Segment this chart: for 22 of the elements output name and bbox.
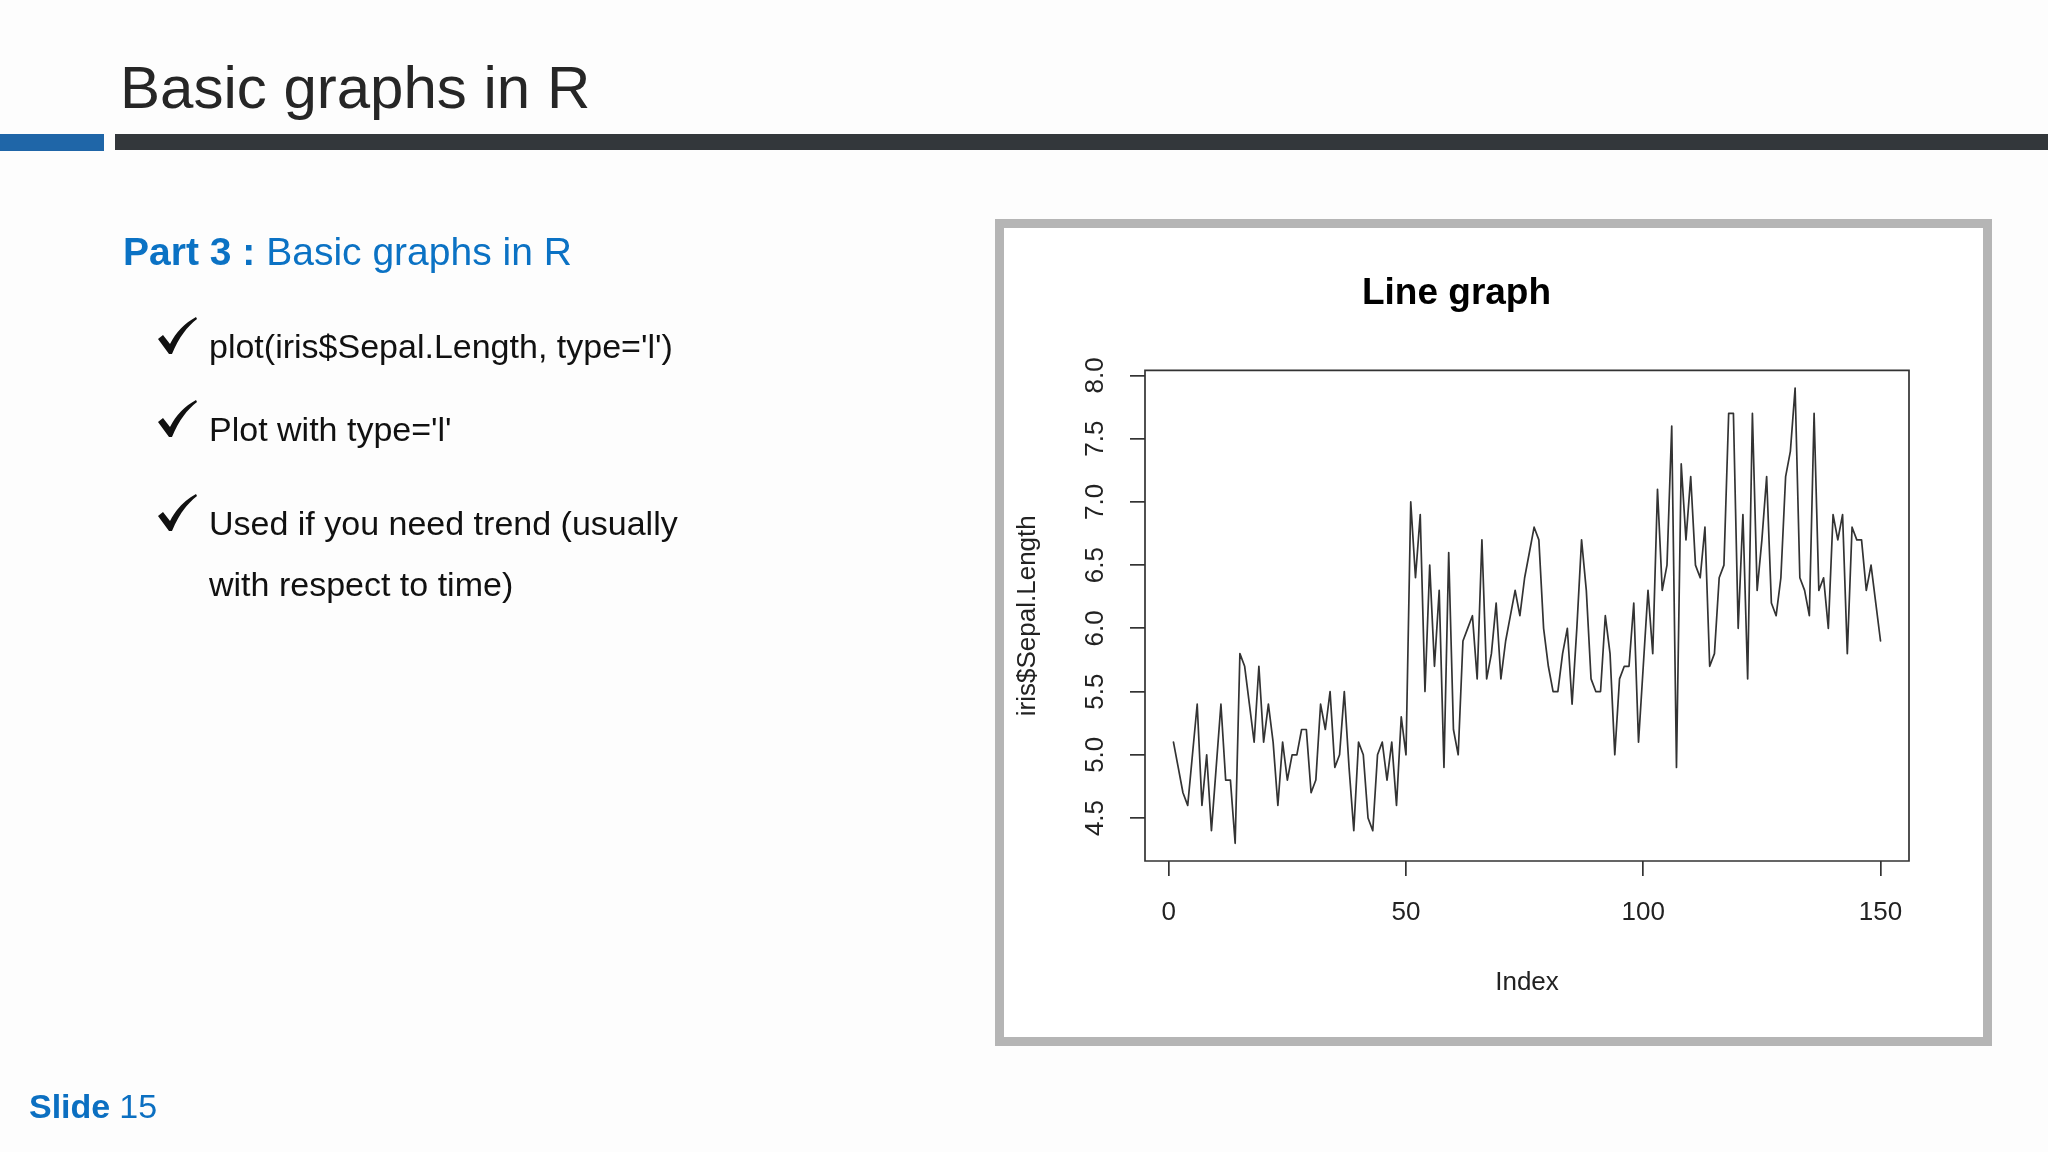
text: Plot with type='l' xyxy=(209,409,453,450)
text: Basic graphs in R xyxy=(120,54,591,121)
x-tick-label: 150 xyxy=(1858,895,1903,926)
y-tick-label: 6.0 xyxy=(1079,610,1110,647)
y-tick-label: 5.0 xyxy=(1079,736,1110,773)
y-tick-label: 4.5 xyxy=(1079,799,1110,837)
text: 15 xyxy=(119,1087,158,1125)
x-tick-label: 50 xyxy=(1391,895,1421,926)
y-tick-label: 6.5 xyxy=(1079,547,1110,584)
text: Part 3 : xyxy=(123,230,256,273)
y-tick-label: 5.5 xyxy=(1079,673,1110,710)
text: Used if you need trend (usually with respect to time) xyxy=(209,503,679,605)
text: Basic graphs in R xyxy=(266,230,572,273)
y-tick-label: 8.0 xyxy=(1079,357,1110,394)
text: plot(iris$Sepal.Length, type='l') xyxy=(209,326,674,367)
y-tick-label: 7.5 xyxy=(1079,420,1110,457)
y-axis-title: iris$Sepal.Length xyxy=(1010,515,1041,717)
x-tick-label: 100 xyxy=(1621,895,1665,926)
text: Slide xyxy=(29,1087,111,1125)
y-tick-label: 7.0 xyxy=(1079,483,1110,520)
x-tick-label: 0 xyxy=(1161,895,1176,926)
chart-title: Line graph xyxy=(1361,271,1552,313)
